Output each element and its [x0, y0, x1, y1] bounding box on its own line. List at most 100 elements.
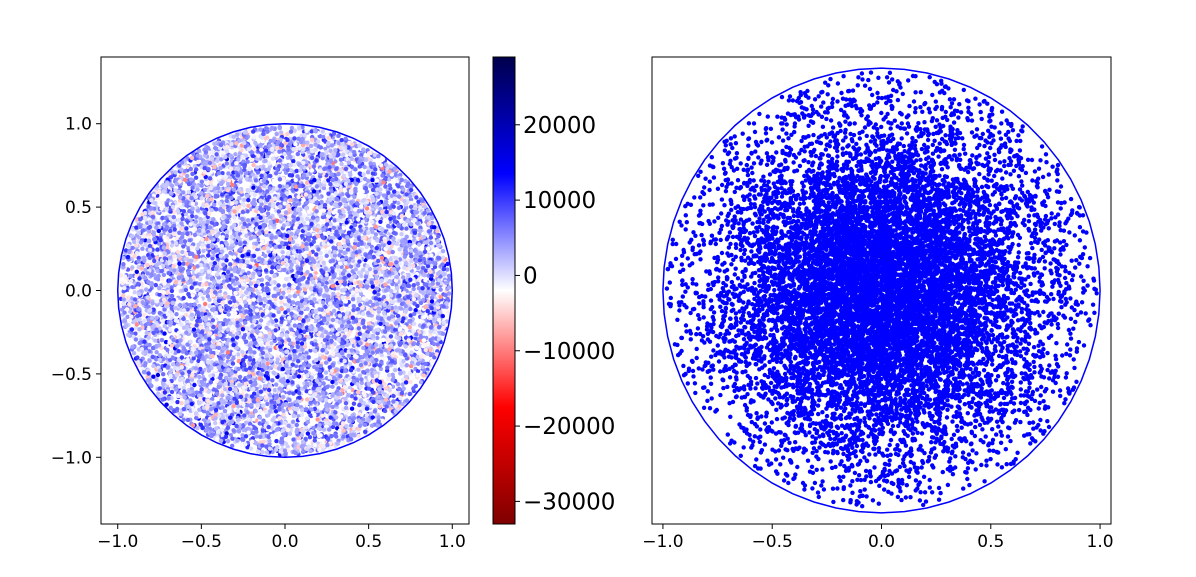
scatter-point: [359, 241, 364, 246]
scatter-point: [392, 364, 398, 369]
scatter-point: [320, 129, 325, 134]
scatter-point: [364, 413, 370, 418]
scatter-point: [246, 270, 251, 276]
scatter-point: [169, 243, 174, 248]
scatter-point: [379, 231, 384, 236]
scatter-point: [185, 362, 190, 367]
scatter-point: [242, 197, 247, 202]
scatter-point: [240, 285, 246, 291]
scatter-point: [190, 293, 195, 298]
scatter-point: [343, 405, 349, 411]
scatter-point: [236, 358, 241, 364]
scatter-point: [240, 253, 245, 259]
scatter-point: [371, 318, 376, 323]
scatter-point: [281, 223, 287, 228]
scatter-point: [308, 348, 313, 353]
scatter-point: [353, 233, 358, 239]
scatter-point: [342, 250, 347, 256]
scatter-point: [258, 408, 263, 414]
scatter-point: [169, 306, 174, 311]
scatter-point: [382, 314, 387, 320]
scatter-point: [160, 277, 165, 282]
scatter-point: [328, 148, 333, 153]
scatter-point: [281, 290, 286, 296]
scatter-point: [238, 263, 244, 268]
scatter-point: [147, 358, 152, 363]
scatter-point: [275, 218, 280, 223]
scatter-point: [390, 384, 396, 389]
scatter-point: [237, 297, 243, 302]
scatter-point: [296, 435, 302, 441]
scatter-point: [175, 393, 181, 399]
scatter-point: [308, 299, 314, 305]
scatter-point: [339, 161, 344, 167]
scatter-point: [353, 267, 358, 272]
scatter-point: [206, 244, 211, 249]
scatter-point: [318, 145, 324, 150]
scatter-point: [316, 331, 321, 337]
scatter-point: [258, 332, 263, 337]
scatter-point: [345, 239, 350, 244]
scatter-point: [391, 240, 396, 246]
scatter-point: [291, 159, 296, 164]
scatter-point: [170, 330, 176, 335]
scatter-point: [381, 419, 386, 424]
scatter-point: [399, 214, 404, 219]
scatter-point: [383, 184, 388, 189]
scatter-point: [418, 334, 424, 340]
scatter-point: [168, 228, 173, 234]
scatter-point: [265, 401, 270, 407]
scatter-point: [402, 198, 407, 204]
scatter-point: [348, 423, 354, 428]
scatter-point: [437, 251, 442, 256]
scatter-point: [213, 420, 218, 426]
scatter-point: [123, 248, 129, 253]
scatter-point: [429, 359, 435, 364]
scatter-point: [236, 157, 241, 162]
scatter-point: [242, 167, 247, 173]
scatter-point: [241, 357, 246, 363]
scatter-point: [357, 412, 362, 417]
scatter-point: [370, 187, 376, 193]
scatter-point: [345, 310, 350, 316]
scatter-point: [264, 356, 270, 362]
scatter-point: [257, 231, 262, 236]
scatter-point: [248, 446, 254, 451]
scatter-point: [284, 127, 289, 132]
scatter-point: [321, 381, 326, 386]
scatter-point: [175, 339, 180, 344]
scatter-point: [294, 422, 299, 428]
scatter-point: [357, 171, 363, 176]
scatter-point: [171, 254, 177, 259]
scatter-point: [250, 172, 256, 177]
scatter-point: [304, 401, 309, 406]
scatter-point: [384, 277, 389, 282]
scatter-point: [245, 209, 250, 214]
scatter-point: [181, 385, 186, 390]
scatter-point: [295, 380, 301, 385]
scatter-point: [207, 303, 212, 309]
scatter-point: [202, 301, 208, 307]
scatter-point: [132, 290, 137, 295]
scatter-point: [365, 170, 371, 175]
scatter-point: [280, 254, 286, 260]
scatter-point: [215, 436, 220, 441]
scatter-point: [251, 162, 256, 168]
scatter-point: [238, 170, 244, 175]
scatter-point: [361, 172, 366, 177]
scatter-point: [378, 366, 384, 372]
scatter-point: [131, 351, 137, 356]
scatter-point: [189, 258, 194, 263]
scatter-point: [349, 394, 355, 399]
scatter-point: [355, 307, 361, 312]
scatter-point: [287, 282, 292, 287]
scatter-point: [186, 291, 191, 297]
scatter-point: [133, 243, 139, 248]
scatter-point: [307, 363, 312, 368]
scatter-point: [279, 300, 284, 305]
scatter-point: [285, 131, 290, 137]
scatter-point: [326, 178, 331, 183]
scatter-point: [333, 381, 339, 386]
scatter-point: [292, 245, 297, 250]
